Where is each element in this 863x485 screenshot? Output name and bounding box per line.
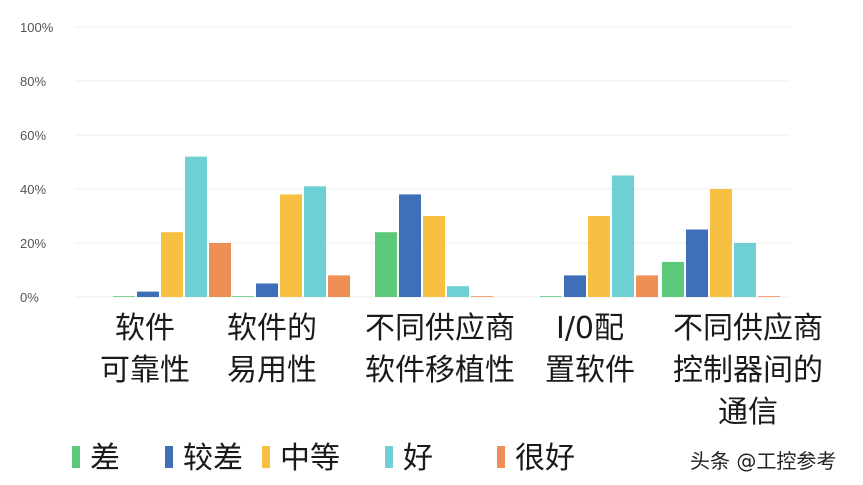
category-label: 软件的 [227,311,317,346]
bar-1-2 [232,296,254,297]
category-label: 易用性 [227,353,317,388]
y-tick-label: 40% [20,182,46,197]
bar-2-4 [564,275,586,297]
legend-label: 差 [90,441,120,476]
legend-label: 很好 [515,441,575,476]
bar-5-5 [758,296,780,297]
legend-label: 中等 [280,441,340,476]
y-tick-label: 60% [20,128,46,143]
bar-4-3 [447,286,469,297]
bar-4-1 [185,156,207,297]
legend: 差 较差 中等 好 很好 [72,441,575,476]
category-label: 软件 [115,311,175,346]
legend-swatch [72,446,80,468]
bar-3-2 [280,194,302,297]
bar-4-4 [612,175,634,297]
watermark: 头条 @工控参考 [690,449,836,473]
category-label: 不同供应商 [673,311,823,346]
bar-1-3 [375,232,397,297]
bar-2-5 [686,229,708,297]
legend-swatch [497,446,505,468]
bar-2-3 [399,194,421,297]
bar-5-1 [209,243,231,297]
category-label: 控制器间的 [673,353,823,388]
bar-1-5 [662,261,684,297]
category-label: I/0配 [556,311,624,346]
bar-5-4 [636,275,658,297]
bars [113,156,780,297]
legend-label: 好 [403,441,433,476]
bar-3-4 [588,216,610,297]
bar-5-2 [328,275,350,297]
bar-2-2 [256,283,278,297]
bar-5-3 [471,296,493,297]
category-label: 不同供应商 [365,311,515,346]
y-axis-ticks: 0% 20% 40% 60% 80% 100% [20,20,54,305]
bar-1-4 [540,296,562,297]
bar-3-1 [161,232,183,297]
bar-4-2 [304,186,326,297]
bar-3-3 [423,216,445,297]
y-tick-label: 80% [20,74,46,89]
y-tick-label: 0% [20,290,39,305]
bar-4-5 [734,243,756,297]
legend-swatch [165,446,173,468]
category-label: 置软件 [545,353,635,388]
y-tick-label: 100% [20,20,54,35]
legend-swatch [385,446,393,468]
category-label: 可靠性 [100,353,190,388]
y-tick-label: 20% [20,236,46,251]
category-label: 通信 [718,395,778,430]
bar-1-1 [113,296,135,297]
legend-label: 较差 [183,441,243,476]
bar-2-1 [137,291,159,297]
bar-3-5 [710,189,732,297]
category-label: 软件移植性 [365,353,515,388]
legend-swatch [262,446,270,468]
